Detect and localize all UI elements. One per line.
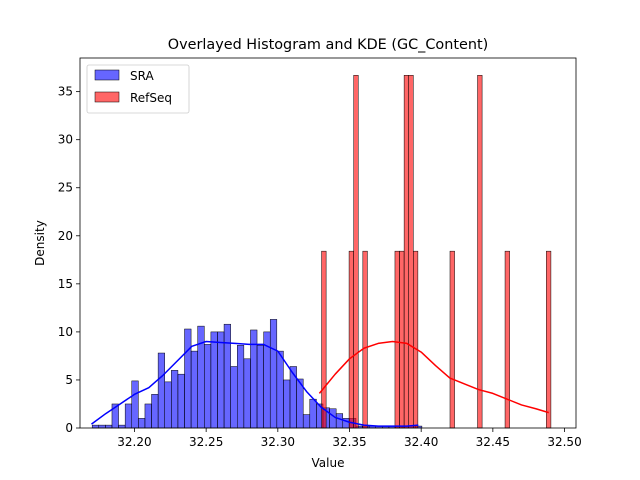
sra-bar bbox=[335, 413, 344, 429]
sra-bar bbox=[283, 379, 291, 429]
sra-bar bbox=[118, 424, 126, 429]
y-tick-label: 25 bbox=[58, 181, 73, 195]
refseq-bar bbox=[504, 250, 510, 429]
sra-bar bbox=[98, 424, 106, 429]
sra-bar bbox=[164, 381, 172, 429]
legend: SRA RefSeq bbox=[86, 64, 190, 114]
sra-bar bbox=[131, 380, 139, 429]
x-tick-label: 32.20 bbox=[117, 435, 151, 449]
refseq-bar bbox=[399, 250, 405, 429]
y-tick-label: 10 bbox=[58, 325, 73, 339]
sra-bar bbox=[256, 345, 264, 429]
refseq-bar bbox=[348, 250, 354, 429]
sra-bar bbox=[276, 350, 284, 429]
sra-bar bbox=[302, 414, 311, 429]
x-tick-label: 32.30 bbox=[261, 435, 295, 449]
sra-bar bbox=[243, 358, 251, 429]
legend-swatch-refseq bbox=[94, 91, 120, 103]
x-tick-label: 32.35 bbox=[332, 435, 366, 449]
sra-bar bbox=[124, 403, 133, 429]
x-tick-label: 32.40 bbox=[404, 435, 438, 449]
legend-label-refseq: RefSeq bbox=[130, 91, 172, 105]
plot-frame bbox=[79, 57, 577, 429]
sra-bar bbox=[309, 398, 317, 429]
chart-title: Overlayed Histogram and KDE (GC_Content) bbox=[168, 37, 488, 53]
sra-bar bbox=[171, 370, 179, 429]
refseq-kde-line bbox=[318, 340, 549, 414]
sra-bar bbox=[217, 331, 225, 429]
sra-kde-line bbox=[91, 340, 419, 427]
sra-bar bbox=[105, 424, 113, 429]
kde-curves bbox=[91, 340, 549, 427]
sra-bar bbox=[157, 352, 165, 429]
refseq-bar bbox=[394, 250, 400, 429]
x-tick-label: 32.50 bbox=[547, 435, 581, 449]
sra-bar bbox=[329, 408, 337, 429]
refseq-bar bbox=[403, 75, 409, 429]
sra-bar bbox=[197, 325, 205, 429]
sra-bar bbox=[210, 331, 218, 429]
sra-bar bbox=[144, 403, 152, 429]
refseq-histogram bbox=[321, 75, 552, 429]
y-tick-label: 30 bbox=[58, 133, 73, 147]
sra-bar bbox=[190, 350, 198, 429]
sra-bar bbox=[184, 328, 192, 429]
y-tick-label: 20 bbox=[58, 229, 73, 243]
sra-bar bbox=[230, 366, 238, 429]
sra-bar bbox=[223, 323, 231, 429]
refseq-bar bbox=[477, 75, 483, 429]
refseq-bar bbox=[353, 75, 359, 429]
sra-bar bbox=[91, 424, 100, 429]
y-axis-ticks: 0 5 10 15 20 25 30 35 bbox=[58, 85, 80, 435]
sra-bar bbox=[151, 394, 159, 429]
sra-bar bbox=[177, 373, 185, 429]
sra-bar bbox=[237, 345, 245, 429]
y-tick-label: 35 bbox=[58, 85, 73, 99]
refseq-bar bbox=[408, 75, 414, 429]
refseq-bar bbox=[413, 250, 419, 429]
y-tick-label: 5 bbox=[65, 373, 73, 387]
refseq-bar bbox=[321, 250, 327, 429]
refseq-bar bbox=[546, 250, 552, 429]
refseq-bar bbox=[362, 250, 368, 429]
x-tick-label: 32.45 bbox=[476, 435, 510, 449]
legend-swatch-sra bbox=[94, 69, 120, 81]
x-tick-label: 32.25 bbox=[189, 435, 223, 449]
y-tick-label: 0 bbox=[65, 421, 73, 435]
x-axis-ticks: 32.20 32.25 32.30 32.35 32.40 32.45 32.50 bbox=[117, 428, 582, 449]
legend-label-sra: SRA bbox=[130, 69, 154, 83]
y-axis-label: Density bbox=[33, 220, 47, 266]
sra-bar bbox=[204, 344, 212, 429]
refseq-bar bbox=[449, 250, 455, 429]
sra-bar bbox=[269, 319, 278, 429]
sra-bar bbox=[138, 418, 146, 429]
x-axis-label: Value bbox=[312, 456, 345, 470]
y-tick-label: 15 bbox=[58, 277, 73, 291]
